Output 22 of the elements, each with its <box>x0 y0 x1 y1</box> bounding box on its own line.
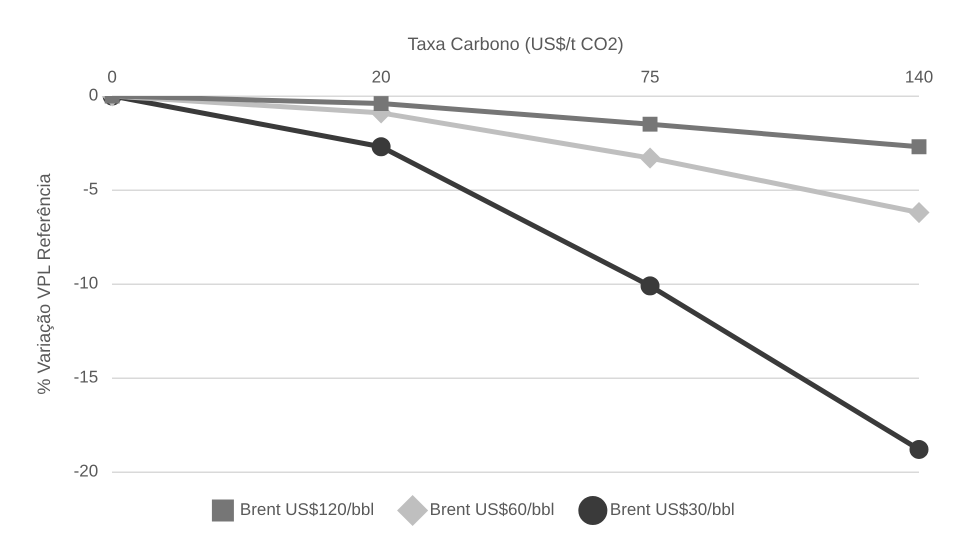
y-tick-label: -15 <box>74 368 98 387</box>
point <box>912 139 926 154</box>
legend-label: Brent US$60/bbl <box>430 500 554 520</box>
point <box>910 440 928 459</box>
point <box>374 96 389 111</box>
y-tick-label: 0 <box>88 86 98 105</box>
point <box>372 137 391 156</box>
y-axis-title: % Variação VPL Referência <box>34 172 54 395</box>
x-axis-title: Taxa Carbono (US$/t CO2) <box>408 34 624 54</box>
x-tick-label: 140 <box>904 67 934 86</box>
y-tick-label: -10 <box>74 274 98 293</box>
point <box>640 148 660 168</box>
point <box>640 276 660 296</box>
y-tick-label: -20 <box>74 462 98 481</box>
x-tick-label: 0 <box>107 67 117 86</box>
point <box>642 116 658 132</box>
x-tick-label: 75 <box>640 67 660 86</box>
legend-label: Brent US$30/bbl <box>610 500 735 520</box>
x-tick-label: 20 <box>372 67 391 86</box>
y-tick-label: -5 <box>83 180 98 199</box>
legend-label: Brent US$120/bbl <box>240 500 374 520</box>
point <box>910 203 928 222</box>
